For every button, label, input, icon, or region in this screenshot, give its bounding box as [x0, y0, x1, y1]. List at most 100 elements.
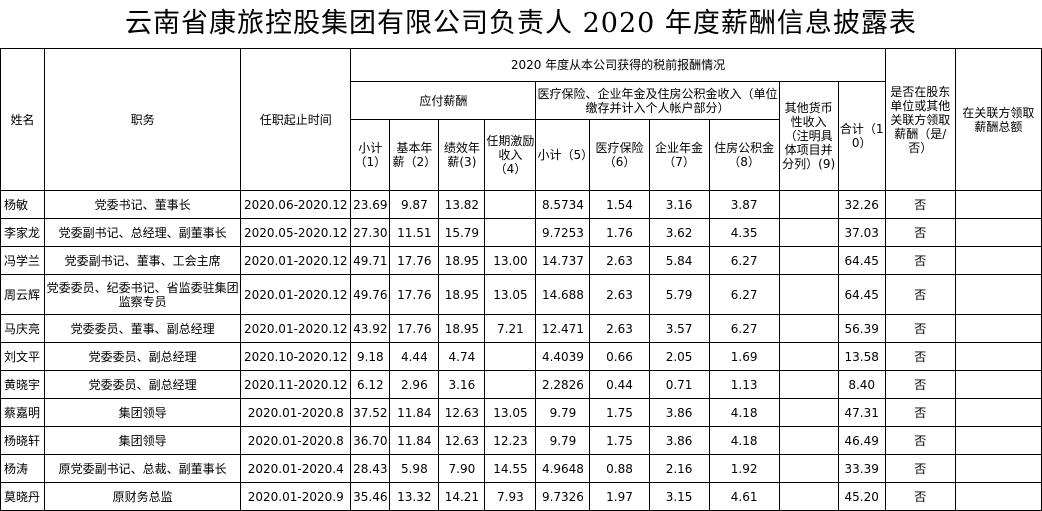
cell-annuity: 3.57: [648, 314, 710, 343]
cell-performance: 3.16: [438, 370, 486, 399]
cell-name: 周云辉: [0, 274, 46, 315]
cell-housing: 6.27: [708, 246, 780, 275]
table-row: 莫晓丹 原财务总监 2020.01-2020.9 35.46 13.32 14.21 7.9…: [0, 482, 1042, 511]
cell-position: 原党委副书记、总裁、副董事长: [44, 454, 242, 483]
cell-subtotal: 49.76: [350, 274, 391, 315]
cell-related-total: [954, 454, 1042, 483]
cell-other-income: [778, 482, 839, 511]
cell-incentive: 13.05: [484, 398, 537, 427]
cell-position: 集团领导: [44, 398, 242, 427]
cell-subtotal5: 9.7253: [535, 218, 591, 247]
cell-subtotal5: 4.9648: [535, 454, 591, 483]
cell-shareholder-pay: 否: [884, 246, 956, 275]
cell-basic: 11.51: [389, 218, 440, 247]
cell-position: 党委委员、副总经理: [44, 370, 242, 399]
table-row: 蔡嘉明 集团领导 2020.01-2020.8 37.52 11.84 12.63 13.0…: [0, 398, 1042, 427]
cell-name: 莫晓丹: [0, 482, 46, 511]
cell-incentive: 7.21: [484, 314, 537, 343]
cell-total: 47.31: [837, 398, 886, 427]
cell-name: 蔡嘉明: [0, 398, 46, 427]
cell-other-income: [778, 246, 839, 275]
cell-performance: 15.79: [438, 218, 486, 247]
cell-basic: 5.98: [389, 454, 440, 483]
cell-position: 集团领导: [44, 426, 242, 455]
table-row: 杨晓轩 集团领导 2020.01-2020.8 36.70 11.84 12.63 12.2…: [0, 426, 1042, 455]
cell-period: 2020.01-2020.9: [240, 482, 352, 511]
cell-period: 2020.01-2020.4: [240, 454, 352, 483]
cell-related-total: [954, 370, 1042, 399]
cell-total: 8.40: [837, 370, 886, 399]
cell-subtotal5: 9.7326: [535, 482, 591, 511]
cell-incentive: [484, 218, 537, 247]
cell-medical: 0.66: [589, 342, 650, 371]
cell-basic: 13.32: [389, 482, 440, 511]
cell-incentive: [484, 370, 537, 399]
header-insurance-group: 医疗保险、企业年金及住房公积金收入（单位缴存并计入个人帐户部分）: [535, 81, 780, 120]
cell-subtotal5: 9.79: [535, 426, 591, 455]
cell-medical: 1.75: [589, 398, 650, 427]
cell-subtotal: 37.52: [350, 398, 391, 427]
header-performance: 绩效年薪(3): [438, 119, 486, 191]
cell-housing: 4.61: [708, 482, 780, 511]
cell-subtotal: 6.12: [350, 370, 391, 399]
cell-annuity: 5.84: [648, 246, 710, 275]
cell-basic: 11.84: [389, 398, 440, 427]
header-other-income: 其他货币性收入（注明具体项目并分列）(9): [778, 81, 839, 191]
cell-shareholder-pay: 否: [884, 274, 956, 315]
cell-name: 刘文平: [0, 342, 46, 371]
header-housing: 住房公积金（8）: [708, 119, 780, 191]
cell-subtotal5: 4.4039: [535, 342, 591, 371]
cell-basic: 4.44: [389, 342, 440, 371]
cell-performance: 12.63: [438, 398, 486, 427]
cell-total: 45.20: [837, 482, 886, 511]
cell-performance: 18.95: [438, 246, 486, 275]
cell-annuity: 5.79: [648, 274, 710, 315]
cell-related-total: [954, 218, 1042, 247]
cell-subtotal: 36.70: [350, 426, 391, 455]
cell-annuity: 0.71: [648, 370, 710, 399]
header-pretax-group: 2020 年度从本公司获得的税前报酬情况: [350, 48, 886, 82]
cell-position: 党委委员、纪委书记、省监委驻集团监察专员: [44, 274, 242, 315]
table-row: 黄晓宇 党委委员、副总经理 2020.11-2020.12 6.12 2.96 3.16 2…: [0, 370, 1042, 399]
cell-shareholder-pay: 否: [884, 454, 956, 483]
cell-incentive: 7.93: [484, 482, 537, 511]
cell-name: 李家龙: [0, 218, 46, 247]
cell-other-income: [778, 426, 839, 455]
cell-shareholder-pay: 否: [884, 190, 956, 219]
cell-annuity: 3.15: [648, 482, 710, 511]
cell-subtotal: 35.46: [350, 482, 391, 511]
cell-related-total: [954, 398, 1042, 427]
header-related-total: 在关联方领取薪酬总额: [954, 48, 1042, 191]
cell-period: 2020.01-2020.8: [240, 426, 352, 455]
cell-incentive: [484, 190, 537, 219]
table-row: 李家龙 党委副书记、总经理、副董事长 2020.05-2020.12 27.30 11.…: [0, 218, 1042, 247]
table-row: 杨敏 党委书记、董事长 2020.06-2020.12 23.69 9.87 13.82 8…: [0, 190, 1042, 219]
cell-housing: 1.69: [708, 342, 780, 371]
cell-subtotal5: 12.471: [535, 314, 591, 343]
cell-period: 2020.11-2020.12: [240, 370, 352, 399]
cell-period: 2020.01-2020.12: [240, 246, 352, 275]
cell-incentive: 13.05: [484, 274, 537, 315]
cell-name: 黄晓宇: [0, 370, 46, 399]
page-title: 云南省康旅控股集团有限公司负责人 2020 年度薪酬信息披露表: [125, 8, 917, 39]
cell-other-income: [778, 342, 839, 371]
cell-position: 原财务总监: [44, 482, 242, 511]
cell-total: 13.58: [837, 342, 886, 371]
cell-subtotal: 23.69: [350, 190, 391, 219]
table-row: 冯学兰 党委副书记、董事、工会主席 2020.01-2020.12 49.71 17.7…: [0, 246, 1042, 275]
cell-medical: 1.75: [589, 426, 650, 455]
cell-medical: 0.44: [589, 370, 650, 399]
cell-basic: 11.84: [389, 426, 440, 455]
cell-other-income: [778, 454, 839, 483]
salary-table: 姓名 职务 任职起止时间 2020 年度从本公司获得的税前报酬情况 是否在股东单…: [0, 48, 1042, 511]
cell-housing: 6.27: [708, 314, 780, 343]
cell-shareholder-pay: 否: [884, 370, 956, 399]
cell-annuity: 2.16: [648, 454, 710, 483]
header-basic: 基本年薪（2）: [389, 119, 440, 191]
cell-shareholder-pay: 否: [884, 482, 956, 511]
cell-medical: 2.63: [589, 274, 650, 315]
cell-other-income: [778, 398, 839, 427]
header-position: 职务: [44, 48, 242, 191]
cell-name: 杨晓轩: [0, 426, 46, 455]
cell-subtotal: 49.71: [350, 246, 391, 275]
